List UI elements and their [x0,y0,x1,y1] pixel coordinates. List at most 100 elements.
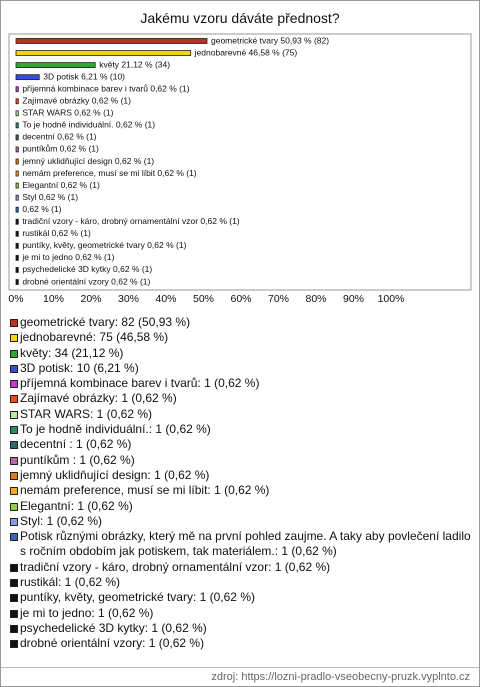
legend-item: květy: 34 (21,12 %) [9,346,474,361]
x-tick-label: 0% [8,293,23,305]
legend-label: Styl: 1 (0,62 %) [20,513,103,528]
chart: 0% 10% 20% 30% 40% 50% 60% 70% 80% 90% 100% geometr… [8,33,472,305]
x-tick-label: 10% [43,293,64,305]
bar-label: psychedelické 3D kytky 0,62 % (1) [22,264,152,274]
legend-item: geometrické tvary: 82 (50,93 %) [9,315,474,330]
bar-label: geometrické tvary 50,93 % (82) [211,35,329,45]
legend-label: je mi to jedno: 1 (0,62 %) [20,605,154,620]
legend-item: jednobarevné: 75 (46,58 %) [9,330,474,345]
bar [15,122,19,129]
bar-label: 3D potisk 6,21 % (10) [43,71,125,81]
legend-label: Elegantní: 1 (0,62 %) [20,498,133,513]
legend-swatch [10,319,18,327]
legend-swatch [10,334,18,343]
legend-label: rustikál: 1 (0,62 %) [20,575,121,590]
x-tick-label: 30% [118,293,139,305]
legend-label: psychedelické 3D kytky: 1 (0,62 %) [20,620,207,635]
legend-item: drobné orientální vzory: 1 (0,62 %) [9,636,474,651]
legend-label: Potisk různými obrázky, který mě na prvn… [20,529,471,559]
legend-swatch [10,487,18,496]
legend: geometrické tvary: 82 (50,93 %) jednobare… [9,315,474,652]
bar-label: rustikál 0,62 % (1) [22,228,91,238]
legend-swatch [10,579,18,588]
separator [1,667,479,668]
legend-label: puntíky, květy, geometrické tvary: 1 (0,… [20,590,255,605]
legend-label: geometrické tvary: 82 (50,93 %) [20,315,191,329]
legend-label: jednobarevné: 75 (46,58 %) [20,330,169,345]
legend-item: Zajímavé obrázky: 1 (0,62 %) [9,391,474,406]
bar [15,182,19,189]
legend-item: puntíkům : 1 (0,62 %) [9,453,474,468]
bar-label: Elegantní 0,62 % (1) [22,180,100,190]
bar-label: puntíky, květy, geometrické tvary 0,62 %… [22,240,186,250]
bar [15,158,19,165]
x-tick-label: 50% [193,293,214,305]
x-tick-label: 20% [80,293,101,305]
legend-label: příjemná kombinace barev i tvarů: 1 (0,6… [20,376,260,391]
legend-swatch [10,563,18,572]
legend-label: puntíkům : 1 (0,62 %) [20,452,135,467]
bar [15,267,19,273]
bar [15,206,19,213]
legend-swatch [10,594,18,603]
bar-label: nemám preference, musí se mi líbit 0,62 … [22,168,196,178]
bar [15,279,19,285]
bar-label: decentní 0,62 % (1) [22,132,96,142]
bar-label: STAR WARS 0,62 % (1) [22,108,113,118]
plot-area [8,33,472,291]
bar-label: Styl 0,62 % (1) [22,192,78,202]
bar-label: tradiční vzory - káro, drobný ornamentál… [22,216,239,226]
bar [15,242,19,249]
bar [15,62,96,68]
x-tick-label: 80% [305,293,326,305]
bar-label: je mi to jedno 0,62 % (1) [21,252,114,262]
bar-label: květy 21,12 % (34) [99,59,170,69]
x-tick-label: 100% [378,293,405,305]
bar-label: jednobarevné 46,58 % (75) [194,47,298,57]
bar [15,170,19,177]
bar [15,98,19,105]
bar [15,218,19,225]
bar [15,134,19,141]
legend-item: puntíky, květy, geometrické tvary: 1 (0,… [9,590,474,605]
legend-item: Elegantní: 1 (0,62 %) [9,499,474,514]
legend-label: jemný uklidňující design: 1 (0,62 %) [20,467,210,482]
legend-item: jemný uklidňující design: 1 (0,62 %) [9,468,474,483]
bar [15,254,19,261]
legend-swatch [10,395,18,404]
legend-swatch [10,609,18,618]
legend-swatch [10,517,18,526]
bar-label: Zajímavé obrázky 0,62 % (1) [22,96,131,106]
legend-swatch [10,441,18,450]
legend-swatch [10,471,18,480]
legend-item: nemám preference, musí se mi líbit: 1 (0… [9,483,474,498]
bar-label: To je hodně individuální. 0,62 % (1) [22,120,155,130]
bar [15,230,19,237]
legend-label: květy: 34 (21,12 %) [20,345,124,360]
legend-item: STAR WARS: 1 (0,62 %) [9,407,474,422]
legend-label: nemám preference, musí se mi líbit: 1 (0… [20,483,270,498]
legend-item: rustikál: 1 (0,62 %) [9,575,474,590]
legend-swatch [10,426,18,435]
bar [15,50,192,56]
legend-swatch [10,502,18,511]
legend-swatch [10,456,18,465]
bar [15,146,19,153]
legend-label: 3D potisk: 10 (6,21 %) [20,360,139,375]
bar [15,194,19,201]
x-tick-label: 60% [230,293,251,305]
legend-item: To je hodně individuální.: 1 (0,62 %) [9,422,474,437]
bar-label: puntíkům 0,62 % (1) [22,144,99,154]
bar-label: jemný uklidňující design 0,62 % (1) [21,156,154,166]
bar-label: příjemná kombinace barev i tvarů 0,62 % … [22,83,189,93]
legend-label: Zajímavé obrázky: 1 (0,62 %) [20,391,177,406]
bar-label: 0,62 % (1) [22,204,61,214]
legend-swatch [10,380,18,389]
bar [15,86,19,93]
legend-swatch [10,349,18,358]
legend-swatch [10,364,18,373]
legend-label: decentní : 1 (0,62 %) [20,437,132,452]
legend-swatch [10,624,18,633]
legend-label: To je hodně individuální.: 1 (0,62 %) [20,422,211,437]
